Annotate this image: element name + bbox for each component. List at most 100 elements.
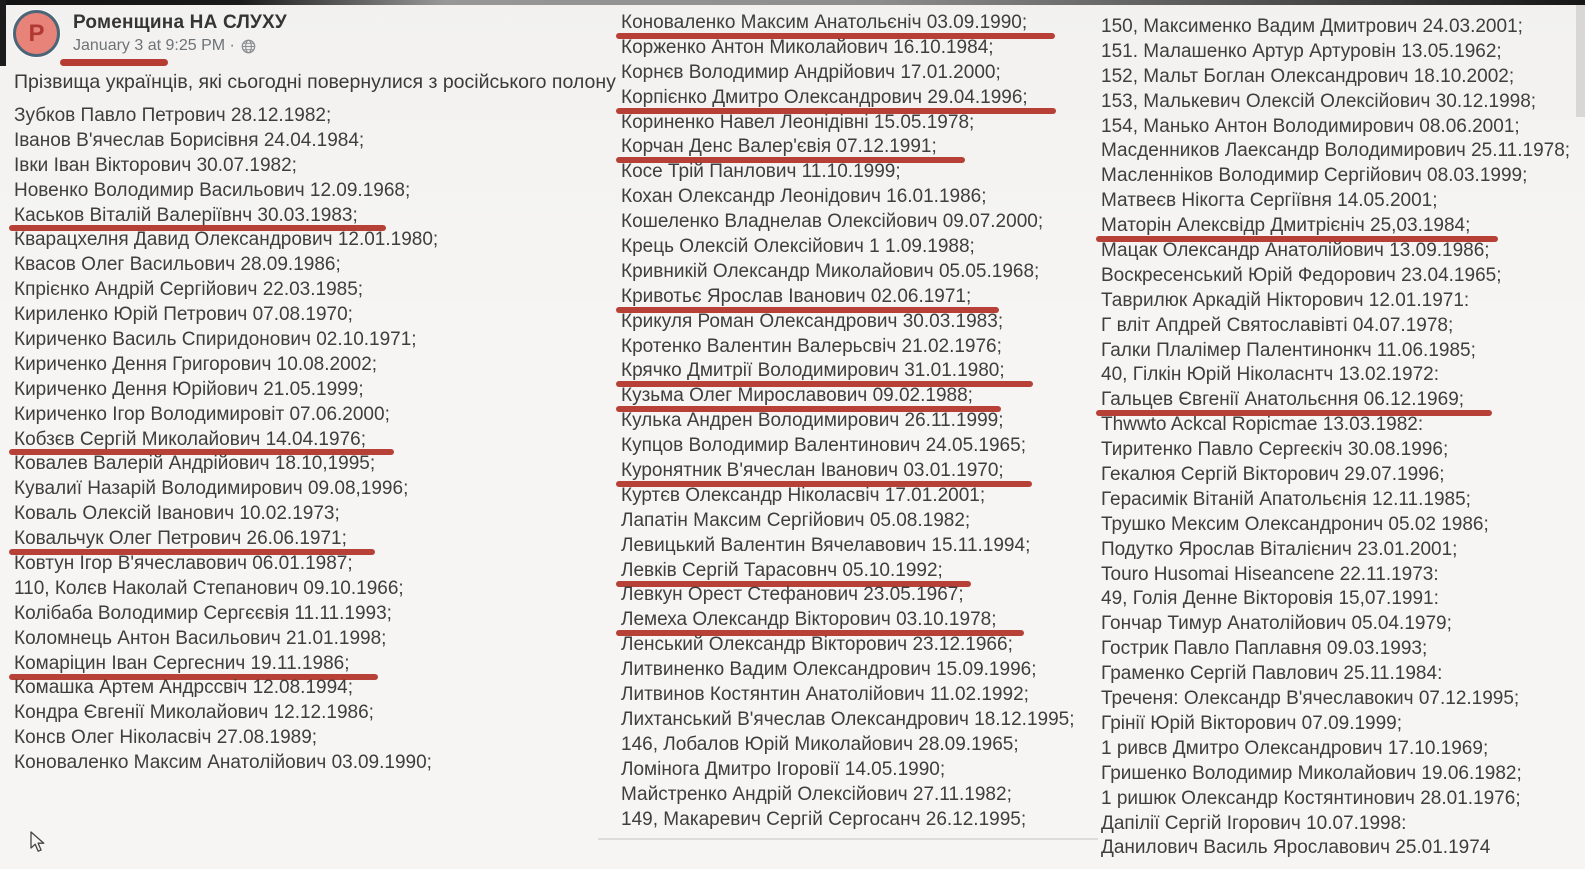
list-item: Масленніков Володимир Сергійович 08.03.1… bbox=[1101, 165, 1528, 187]
timestamp-text: January 3 at 9:25 PM · bbox=[73, 37, 235, 54]
list-item: Треченя: Олександр В'ячеславокич 07.12.1… bbox=[1101, 688, 1520, 710]
list-item: 151. Малашенко Артур Артуровін 13.05.196… bbox=[1101, 40, 1502, 62]
list-item: Литвинов Костянтин Анатолійович 11.02.19… bbox=[621, 684, 1029, 706]
list-item: Трушко Мексим Олександронич 05.02 1986; bbox=[1101, 513, 1489, 535]
list-item-underlined: Маторін Алексвідр Дмитрієніч 25,03.1984; bbox=[1095, 214, 1581, 242]
list-item: Майстренко Андрій Олексійович 27.11.1982… bbox=[621, 783, 1012, 805]
list-item-underlined: Гальцев Євгенії Анатольєння 06.12.1969; bbox=[1095, 388, 1581, 417]
list-item: Кохан Олександр Леонідович 16.01.1986; bbox=[621, 186, 987, 208]
name-list-column-2: Коноваленко Максим Анатольєніч 03.09.199… bbox=[615, 11, 1093, 832]
list-item: Кпрієнко Андрій Сергійович 22.03.1985; bbox=[14, 279, 364, 301]
list-item: Грінії Юрій Вікторович 07.09.1999; bbox=[1101, 712, 1403, 734]
list-item-underlined: Крячко Дмитрії Володимирович 31.01.1980; bbox=[616, 359, 1093, 388]
list-item: Гострик Павло Паплавня 09.03.1993; bbox=[1101, 638, 1428, 660]
list-item: Кондра Євгенії Миколайович 12.12.1986; bbox=[14, 702, 374, 724]
list-item-underlined: Куронятник В'ячеслан Іванович 03.01.1970… bbox=[616, 459, 1093, 487]
list-item: Левкун Орест Стефанович 23.05.1967; bbox=[621, 584, 964, 606]
list-item: Данилович Василь Ярославович 25.01.1974 bbox=[1101, 837, 1491, 859]
list-item: Мацак Олександр Анатолійович 13.09.1986; bbox=[1101, 240, 1490, 262]
list-item: Коломнець Антон Васильович 21.01.1998; bbox=[14, 627, 387, 649]
mouse-cursor-icon bbox=[28, 831, 48, 853]
list-item: Косе Трій Панлович 11.10.1999; bbox=[621, 161, 901, 183]
scan-artifact-right-strip bbox=[1576, 5, 1585, 117]
list-item: Таврилюк Аркадій Нікторович 12.01.1971: bbox=[1101, 289, 1470, 311]
scan-artifact-top-bar bbox=[0, 0, 1585, 5]
list-item: Гекалюя Сергій Вікторович 29.07.1996; bbox=[1101, 464, 1445, 486]
list-item-underlined: Коноваленко Максим Анатольєніч 03.09.199… bbox=[615, 11, 1093, 39]
post-intro-text: Прізвища українців, які сьогодні поверну… bbox=[14, 71, 616, 93]
list-item: Крець Олексій Олексійович 1 1.09.1988; bbox=[621, 236, 975, 258]
list-item: 49, Голія Денне Вікторовія 15,07.1991: bbox=[1101, 588, 1439, 610]
list-item: Дапілії Сергій Ігорович 10.07.1998: bbox=[1101, 812, 1407, 834]
list-item: Г вліт Апдрей Святославівті 04.07.1978; bbox=[1101, 314, 1454, 336]
list-item: Левицький Валентин Вячелавович 15.11.199… bbox=[621, 534, 1031, 556]
page-title[interactable]: Роменщина НА СЛУХУ bbox=[73, 12, 287, 33]
list-item-underlined: Кузьма Олег Мирославович 09.02.1988; bbox=[616, 384, 1093, 413]
list-item: Кириченко Дення Юрійович 21.05.1999; bbox=[14, 378, 364, 400]
red-marker-underline-date bbox=[60, 59, 168, 66]
list-item: Зубков Павло Петрович 28.12.1982; bbox=[14, 105, 332, 126]
list-item: Кориненко Навел Леонідівні 15.05.1978; bbox=[621, 111, 975, 133]
list-item: Литвиненко Вадим Олександрович 15.09.199… bbox=[621, 659, 1037, 681]
list-item: Touro Husomai Hiseancene 22.11.1973: bbox=[1101, 563, 1439, 585]
list-item: Тиритенко Павло Сергеєкіч 30.08.1996; bbox=[1101, 439, 1449, 461]
list-item-underlined: Кобзєв Сергій Миколайович 14.04.1976; bbox=[9, 428, 614, 456]
list-item-underlined: Лемеха Олександр Вікторович 03.10.1978; bbox=[615, 608, 1093, 637]
list-item: Ковтун Ігор В'ячеславович 06.01.1987; bbox=[14, 553, 353, 575]
list-item: Герасимік Вітаній Апатольєнія 12.11.1985… bbox=[1101, 488, 1471, 510]
name-list-column-3: 150, Максименко Вадим Дмитрович 24.03.20… bbox=[1095, 15, 1581, 861]
list-item: Купцов Володимир Валентинович 24.05.1965… bbox=[621, 435, 1026, 457]
list-item: Граменко Сергій Павлович 25.11.1984: bbox=[1101, 663, 1443, 685]
scan-artifact-left-bar bbox=[0, 0, 6, 66]
post-timestamp[interactable]: January 3 at 9:25 PM · bbox=[73, 37, 256, 55]
list-item-underlined: Корпієнко Дмитро Олександрович 29.04.199… bbox=[616, 86, 1093, 114]
list-item: Масденников Лаександр Володимирович 25.1… bbox=[1101, 140, 1571, 162]
globe-icon bbox=[241, 39, 256, 54]
list-item-underlined: Кривотьє Ярослав Іванович 02.06.1971; bbox=[615, 285, 1093, 313]
list-item: Лихтанський В'ячеслав Олександрович 18.1… bbox=[621, 708, 1075, 730]
list-item: Подутко Ярослав Віталієнич 23.01.2001; bbox=[1101, 538, 1458, 560]
list-item: Гришенко Володимир Миколайович 19.06.198… bbox=[1101, 762, 1522, 784]
list-item: 110, Колєв Наколай Степанович 09.10.1966… bbox=[14, 577, 404, 599]
name-list-column-1: Зубков Павло Петрович 28.12.1982; Іванов … bbox=[9, 104, 614, 776]
list-item: 153, Малькевич Олексій Олексійович 30.12… bbox=[1101, 90, 1537, 112]
list-item: 40, Гілкін Юрій Ніколаснтч 13.02.1972: bbox=[1101, 364, 1439, 386]
list-item-underlined: Левків Сергій Тарасовнч 05.10.1992; bbox=[616, 559, 1093, 587]
list-item: Ленський Олександр Вікторович 23.12.1966… bbox=[621, 634, 1013, 656]
list-item: Кириченко Дення Григорович 10.08.2002; bbox=[14, 353, 378, 375]
list-item: Кварацхелня Давид Олександрович 12.01.19… bbox=[14, 229, 439, 251]
list-item: Куртєв Олександр Ніколасвіч 17.01.2001; bbox=[621, 484, 986, 506]
list-item: Галки Плалімер Палентинонкч 11.06.1985; bbox=[1101, 339, 1476, 361]
list-item: Матвеєв Нікогта Сергіївня 14.05.2001; bbox=[1101, 190, 1438, 212]
list-item: Коваль Олексій Іванович 10.02.1973; bbox=[14, 503, 340, 525]
list-item: Крикуля Роман Олександрович 30.03.1983; bbox=[621, 310, 1004, 332]
list-item: Комашка Артем Андрссвіч 12.08.1994; bbox=[14, 677, 353, 699]
list-item: 152, Мальт Боглан Олександрович 18.10.20… bbox=[1101, 65, 1515, 87]
list-item: Консв Олег Ніколасвіч 27.08.1989; bbox=[14, 727, 318, 749]
list-item: Кириченко Василь Спиридонович 02.10.1971… bbox=[14, 329, 417, 351]
list-item: Кириченко Ігор Володимировіт 07.06.2000; bbox=[14, 403, 390, 425]
list-item: 149, Макаревич Сергій Сергосанч 26.12.19… bbox=[621, 808, 1027, 830]
list-item: Гончар Тимур Анатолійович 05.04.1979; bbox=[1101, 613, 1452, 635]
scan-divider-line bbox=[598, 838, 1098, 840]
list-item: Іванов В'ячеслав Борисівня 24.04.1984; bbox=[14, 129, 365, 151]
list-item-underlined: Корчан Денс Валер'євія 07.12.1991; bbox=[616, 135, 1093, 164]
list-item: Новенко Володимир Васильович 12.09.1968; bbox=[14, 179, 411, 201]
list-item: 1 ришюк Олександр Костянтинович 28.01.19… bbox=[1101, 787, 1521, 809]
list-item: Кротенко Валентин Валерьсвіч 21.02.1976; bbox=[621, 335, 1002, 357]
list-item: Кулька Андрен Володимирович 26.11.1999; bbox=[621, 410, 1004, 432]
list-item: Колібаба Володимир Сергєєвія 11.11.1993; bbox=[14, 602, 392, 624]
list-item: Кривникій Олександр Миколайович 05.05.19… bbox=[621, 260, 1040, 282]
list-item: Кириленко Юрій Петрович 07.08.1970; bbox=[14, 304, 353, 326]
avatar-letter: P bbox=[28, 19, 45, 47]
list-item-underlined: Комаріцин Іван Сергеснич 19.11.1986; bbox=[9, 652, 614, 680]
list-item: 154, Манько Антон Володимирович 08.06.20… bbox=[1101, 115, 1520, 137]
avatar[interactable]: P bbox=[13, 10, 60, 57]
list-item: Коноваленко Максим Анатолійович 03.09.19… bbox=[14, 752, 432, 774]
list-item: Лапатін Максим Сергійович 05.08.1982; bbox=[621, 509, 971, 531]
list-item: Кошеленко Владнелав Олексійович 09.07.20… bbox=[621, 211, 1044, 233]
list-item-underlined: Каськов Віталій Валеріївнч 30.03.1983; bbox=[9, 204, 614, 232]
list-item: 146, Лобалов Юрій Миколайович 28.09.1965… bbox=[621, 733, 1019, 755]
list-item: Ломінога Дмитро Ігоровії 14.05.1990; bbox=[621, 758, 946, 780]
list-item-underlined: Ковальчук Олег Петрович 26.06.1971; bbox=[9, 527, 614, 555]
